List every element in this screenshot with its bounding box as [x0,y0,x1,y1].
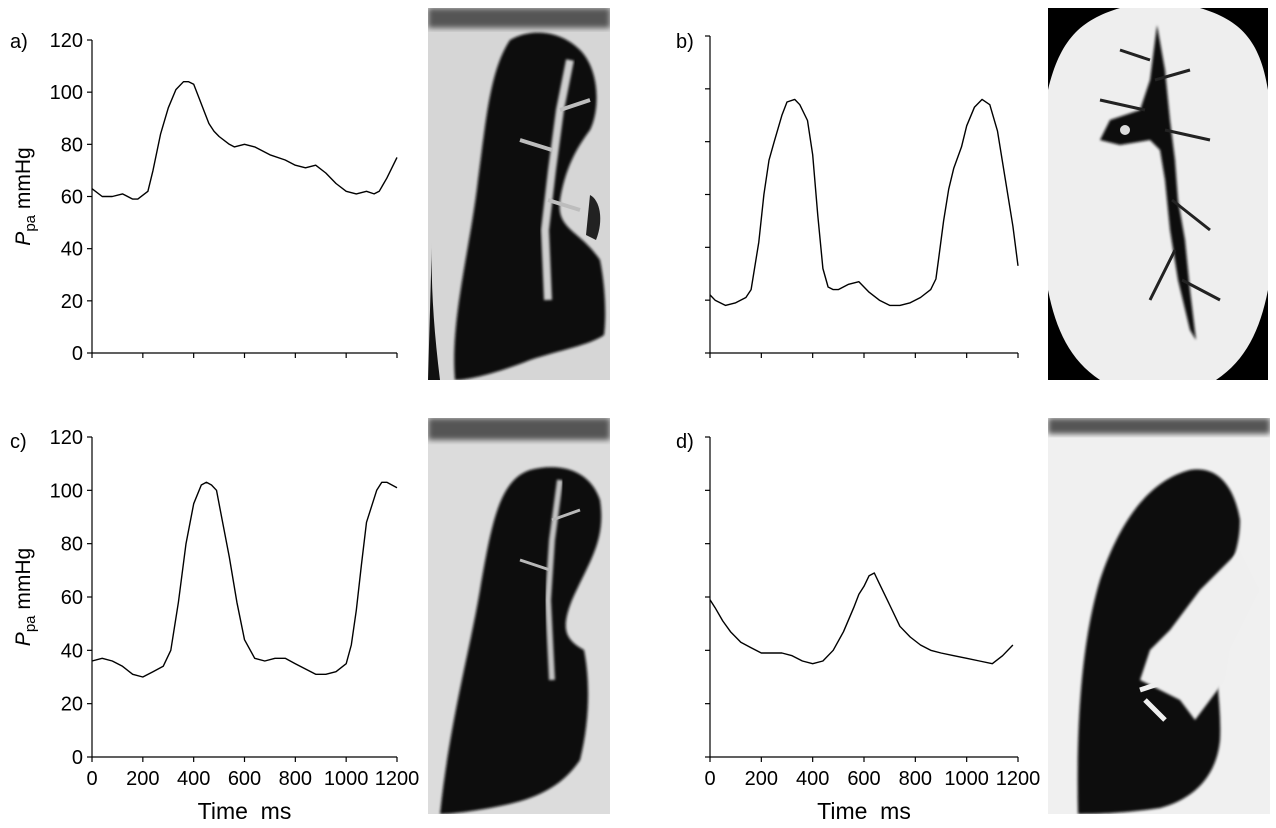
chart-panel-d: 0 200 400 600 800 1000 1200 d) Time ms [676,431,1040,824]
panel-label: d) [676,431,694,453]
y-tick-label: 60 [61,187,83,209]
x-tick-label: 400 [177,768,210,790]
y-tick-label: 20 [61,291,83,313]
y-tick-label: 0 [72,747,83,769]
angiogram-a [428,8,610,380]
y-tick-label: 120 [50,427,83,449]
chart-panel-b: b) [676,31,1019,358]
panel-label: a) [10,31,28,53]
y-tick-label: 80 [61,534,83,556]
panel-label: c) [10,431,27,453]
pressure-trace-line [91,481,398,678]
x-tick-label: 200 [745,768,778,790]
y-tick-label: 0 [72,343,83,365]
x-tick-label: 800 [279,768,312,790]
y-tick-label: 120 [50,30,83,52]
y-tick-label: 40 [61,239,83,261]
x-tick-label: 1200 [996,768,1041,790]
pressure-trace-line [709,572,1014,665]
chart-panel-a: 0 20 40 60 80 100 120 a) Ppa mmHg [10,30,398,365]
y-tick-label: 100 [50,82,83,104]
angiogram-b [1048,8,1268,380]
y-axis-label: Ppa mmHg [12,548,39,646]
panel-label: b) [676,31,694,53]
x-axis-label: Time ms [817,798,911,824]
x-tick-label: 1000 [944,768,989,790]
x-axis-label: Time ms [198,798,292,824]
x-tick-label: 1000 [324,768,369,790]
y-tick-label: 80 [61,134,83,156]
y-tick-label: 60 [61,587,83,609]
angiogram-d [1048,418,1270,814]
x-tick-label: 600 [228,768,261,790]
x-tick-label: 800 [899,768,932,790]
x-tick-label: 0 [704,768,715,790]
angiogram-c [428,418,610,814]
x-tick-label: 1200 [375,768,420,790]
x-tick-label: 200 [126,768,159,790]
pressure-trace-line [91,81,398,200]
y-tick-label: 40 [61,640,83,662]
x-tick-label: 600 [847,768,880,790]
x-tick-label: 0 [86,768,97,790]
pressure-trace-line [709,98,1019,307]
y-tick-label: 100 [50,480,83,502]
x-tick-label: 400 [796,768,829,790]
chart-panel-c: 00 20 200 40 400 60 600 80 800 100 1000 120 1200 c) Pp… [10,427,419,824]
y-tick-label: 20 [61,694,83,716]
y-axis-label: Ppa mmHg [12,147,39,245]
